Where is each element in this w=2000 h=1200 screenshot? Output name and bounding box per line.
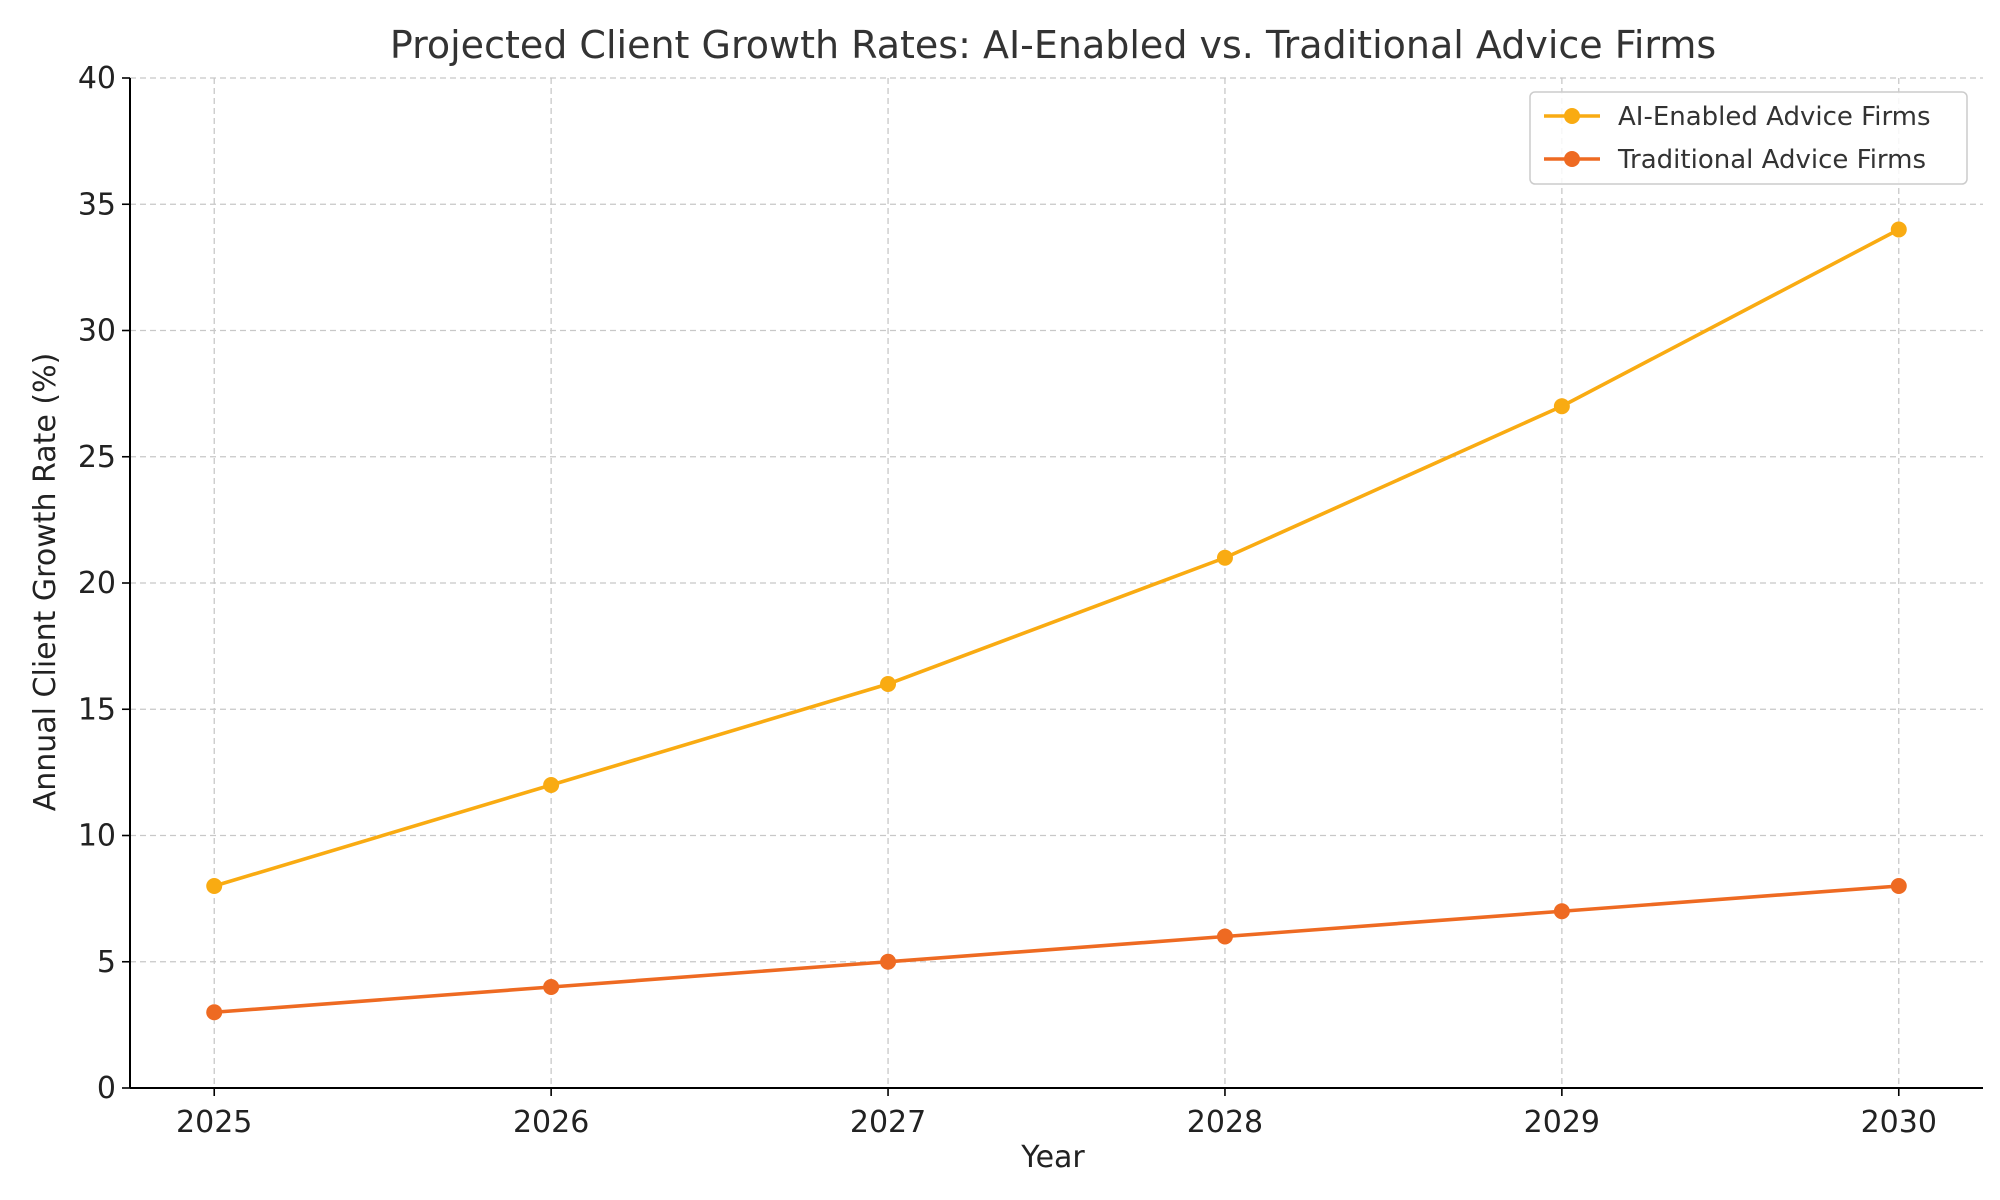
- data-point: [1553, 398, 1570, 415]
- x-tick-label: 2025: [176, 1105, 252, 1140]
- y-tick-label: 25: [78, 440, 116, 475]
- y-tick-label: 0: [97, 1071, 116, 1106]
- y-tick-label: 40: [78, 61, 116, 96]
- grid: [130, 77, 1983, 1089]
- data-point: [206, 1004, 223, 1021]
- x-axis-label: Year: [1020, 1140, 1085, 1175]
- legend-marker-swatch: [1564, 108, 1580, 124]
- data-point: [543, 777, 560, 793]
- x-tick-label: 2029: [1524, 1105, 1600, 1140]
- data-point: [543, 979, 560, 995]
- x-tick-label: 2026: [513, 1105, 589, 1140]
- series-lines: [206, 221, 1907, 1021]
- legend-label: Traditional Advice Firms: [1617, 145, 1926, 175]
- legend-label: AI-Enabled Advice Firms: [1618, 102, 1931, 132]
- y-tick-label: 10: [78, 819, 116, 854]
- y-tick-label: 5: [97, 945, 116, 980]
- series-line: [212, 884, 1901, 1015]
- data-point: [1216, 928, 1233, 945]
- y-tick-label: 35: [78, 187, 116, 222]
- series-line: [212, 227, 1901, 888]
- data-point: [880, 676, 897, 692]
- y-axis-label: Annual Client Growth Rate (%): [28, 353, 63, 812]
- legend-marker-swatch: [1564, 151, 1580, 167]
- x-tick-label: 2027: [850, 1105, 926, 1140]
- x-tick-label: 2030: [1861, 1105, 1937, 1140]
- data-point: [1553, 903, 1570, 920]
- data-point: [880, 953, 897, 970]
- y-tick-label: 30: [78, 314, 116, 349]
- legend-frame: [1529, 91, 1968, 185]
- legend-item: AI-Enabled Advice Firms: [1544, 102, 1931, 132]
- series-traditional: [206, 878, 1907, 1021]
- x-tick-label: 2028: [1187, 1105, 1263, 1140]
- y-tick-label: 15: [78, 692, 116, 727]
- series-ai-enabled: [206, 221, 1907, 894]
- data-point: [206, 878, 223, 894]
- legend: AI-Enabled Advice Firms Traditional Advic…: [1529, 91, 1968, 185]
- chart-title: Projected Client Growth Rates: AI-Enable…: [390, 23, 1716, 67]
- legend-item: Traditional Advice Firms: [1544, 145, 1926, 175]
- y-tick-label: 20: [78, 566, 116, 601]
- x-axis-ticks: 2025 2026 2027 2028 2029 2030: [176, 1088, 1937, 1140]
- y-axis-ticks: 0 5 10 15 20 25 30 35 40: [78, 61, 130, 1106]
- data-point: [1890, 221, 1907, 238]
- data-point: [1890, 878, 1907, 894]
- data-point: [1216, 549, 1233, 566]
